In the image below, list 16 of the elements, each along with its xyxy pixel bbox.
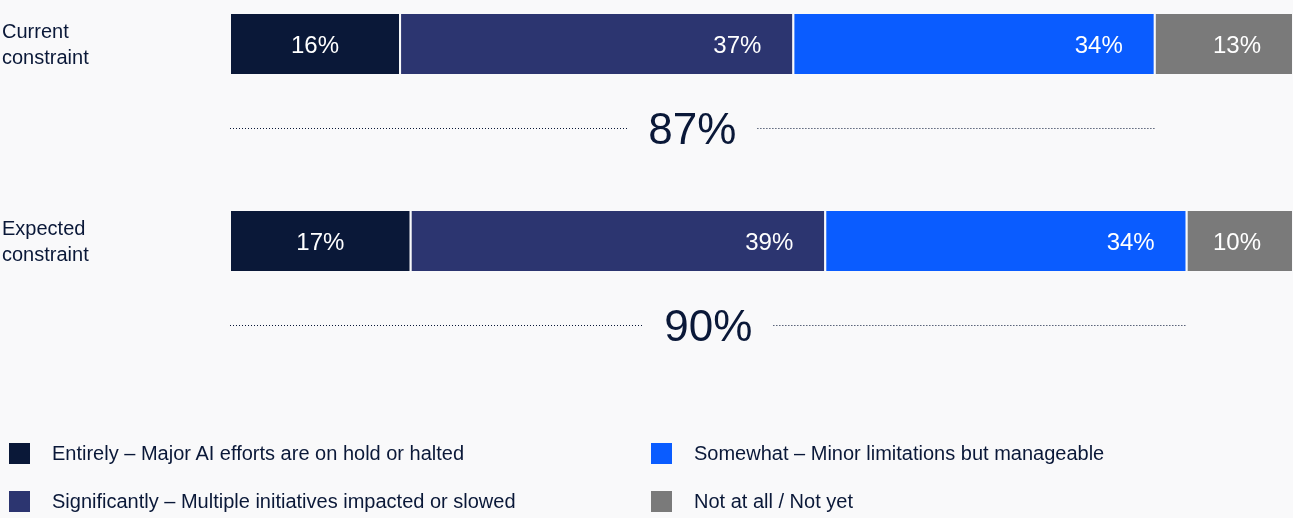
data-label: 16% xyxy=(291,31,340,58)
data-label: 34% xyxy=(1074,31,1123,58)
data-label: 17% xyxy=(296,228,345,255)
y-tick-label: Current constraint xyxy=(2,19,90,68)
legend-label: Somewhat – Minor limitations but manageable xyxy=(694,441,1105,465)
data-label: 37% xyxy=(713,31,762,58)
annotation: 87% xyxy=(648,103,737,153)
data-label: 34% xyxy=(1106,228,1155,255)
data-label: 39% xyxy=(745,228,794,255)
data-label: 13% xyxy=(1212,31,1261,58)
legend-label: Entirely – Major AI efforts are on hold or halted xyxy=(52,441,465,465)
y-tick-label: Expected constraint xyxy=(2,216,90,265)
data-label: 10% xyxy=(1212,228,1261,255)
annotation: 90% xyxy=(664,300,753,350)
legend-label: Significantly – Multiple initiatives impacted or slowed xyxy=(52,489,516,513)
legend-label: Not at all / Not yet xyxy=(694,489,853,513)
